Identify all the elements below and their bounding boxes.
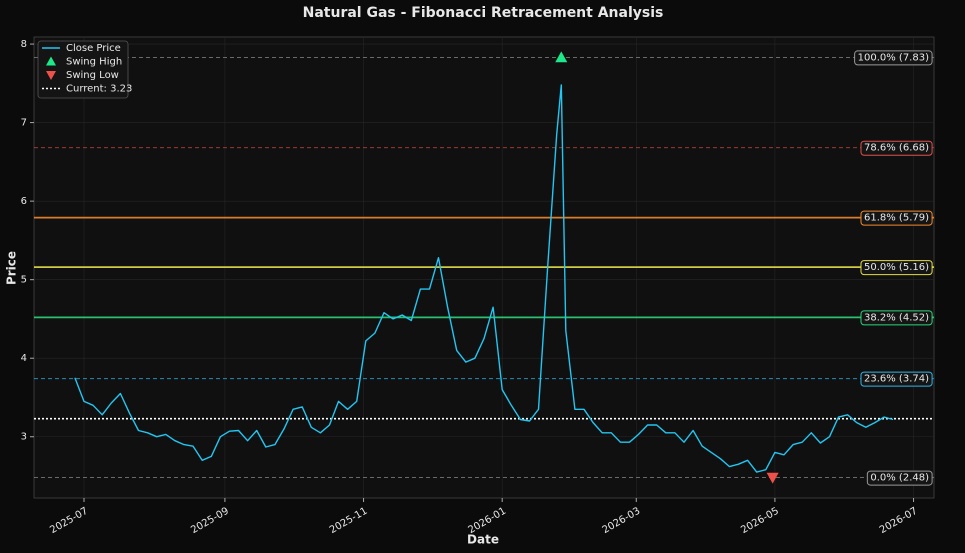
fib-label-box: [860, 310, 933, 326]
y-tick-label: 8: [21, 39, 27, 50]
fib-label-box: [866, 470, 933, 486]
fib-label: 78.6% (6.68): [860, 140, 933, 156]
legend-box: [37, 40, 129, 99]
legend-label: Swing Low: [66, 70, 119, 81]
fib-label-text: 100.0% (7.83): [858, 52, 929, 63]
fib-label: 50.0% (5.16): [860, 260, 933, 276]
fib-label: 23.6% (3.74): [860, 371, 933, 387]
legend-label: Close Price: [66, 43, 121, 54]
chart-title: Natural Gas - Fibonacci Retracement Anal…: [303, 5, 664, 21]
fib-label: 100.0% (7.83): [854, 50, 933, 66]
swing-marker: [555, 51, 568, 63]
fib-label-box: [860, 210, 933, 226]
fib-label: 61.8% (5.79): [860, 210, 933, 226]
y-tick-label: 3: [21, 432, 27, 443]
y-tick-label: 6: [21, 196, 27, 207]
fib-label: 0.0% (2.48): [866, 470, 933, 486]
fib-label-text: 78.6% (6.68): [864, 143, 929, 154]
legend-label: Swing High: [66, 57, 122, 68]
fib-label-text: 61.8% (5.79): [864, 213, 929, 224]
swing-marker: [766, 472, 779, 484]
fib-label: 38.2% (4.52): [860, 310, 933, 326]
legend-swatch: [46, 71, 56, 80]
fib-label-box: [860, 140, 933, 156]
legend-label: Current: 3.23: [66, 84, 132, 95]
y-tick-label: 5: [21, 275, 27, 286]
fib-label-text: 38.2% (4.52): [864, 312, 929, 323]
y-axis-label: Price: [5, 251, 19, 285]
fib-label-text: 0.0% (2.48): [870, 473, 929, 484]
fib-label-box: [860, 371, 933, 387]
legend: Close Price Swing High Swing Low Current: 3…: [37, 40, 132, 99]
fib-label-text: 23.6% (3.74): [864, 374, 929, 385]
fib-label-box: [860, 260, 933, 276]
fib-label-text: 50.0% (5.16): [864, 262, 929, 273]
fib-label-box: [854, 50, 933, 66]
legend-swatch: [46, 56, 56, 66]
y-tick-label: 7: [21, 118, 27, 129]
x-axis-label: Date: [467, 533, 499, 547]
y-tick-label: 4: [21, 353, 27, 364]
price-line: [74, 84, 894, 473]
